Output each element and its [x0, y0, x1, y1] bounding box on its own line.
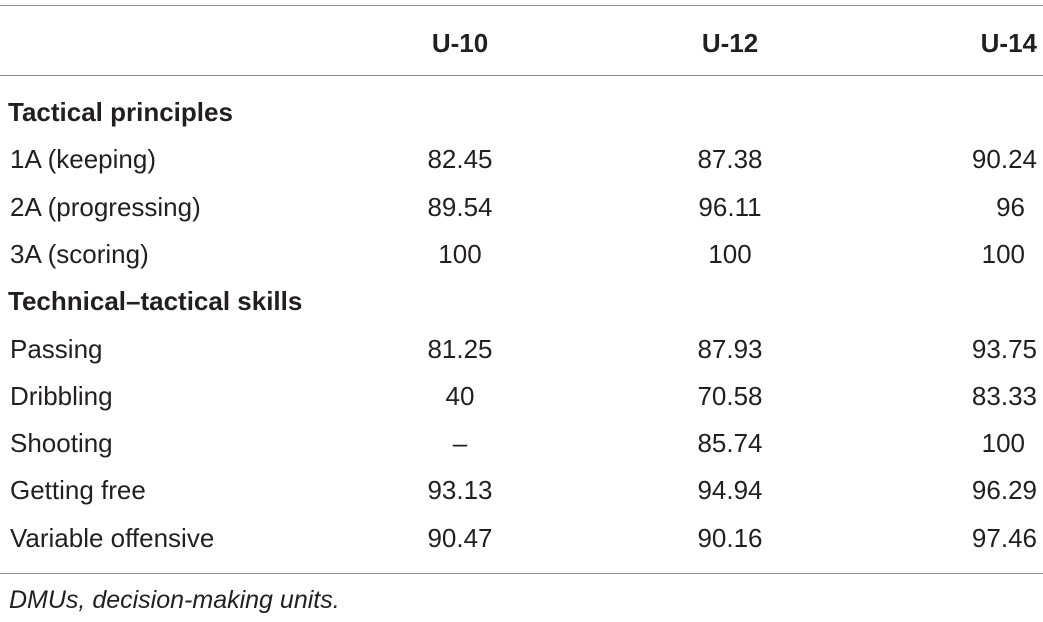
section-title: Tactical principles — [8, 97, 233, 127]
row-label: Passing — [10, 334, 103, 364]
table-row: Getting free 93.13 94.94 96.29 — [0, 467, 1043, 513]
cell-u14: 96.29 — [971, 475, 1037, 505]
row-label: Dribbling — [10, 381, 113, 411]
row-label: Getting free — [10, 475, 146, 505]
header-rule — [0, 75, 1043, 76]
table-row: Passing 81.25 87.93 93.75 — [0, 326, 1043, 372]
cell-u14: 97.46 — [971, 523, 1037, 553]
section-title-row: Technical–tactical skills — [0, 278, 1043, 324]
cell-u14: 93.75 — [971, 334, 1037, 364]
cell-u10: 93.13 — [427, 475, 493, 505]
column-header-u10: U-10 — [431, 28, 489, 58]
cell-u12: 70.58 — [697, 381, 763, 411]
table-row: 3A (scoring) 100 100 100 — [0, 231, 1043, 277]
section-title-row: Tactical principles — [0, 89, 1043, 135]
cell-u10: 89.54 — [427, 192, 493, 222]
row-label: 3A (scoring) — [10, 239, 149, 269]
cell-u12: 87.38 — [697, 144, 763, 174]
cell-u12: 87.93 — [697, 334, 763, 364]
top-rule — [0, 5, 1043, 6]
table-footnote: DMUs, decision-making units. — [9, 586, 340, 614]
column-header-u12: U-12 — [701, 28, 759, 58]
row-label: Variable offensive — [10, 523, 215, 553]
cell-u12: 96.11 — [698, 192, 762, 222]
cell-u10: 40 — [445, 381, 475, 411]
table-row: Shooting – 85.74 100 — [0, 420, 1043, 466]
row-label: 1A (keeping) — [10, 144, 156, 174]
table-row: 1A (keeping) 82.45 87.38 90.24 — [0, 136, 1043, 182]
cell-u12: 85.74 — [697, 428, 763, 458]
cell-u12: 100 — [708, 239, 752, 269]
cell-u14: 96 — [996, 192, 1025, 222]
header-row: U-10 U-12 U-14 — [0, 20, 1043, 66]
cell-u12: 90.16 — [697, 523, 763, 553]
cell-u14: 90.24 — [971, 144, 1037, 174]
cell-u10: 100 — [438, 239, 482, 269]
column-header-u14: U-14 — [980, 28, 1037, 58]
table-row: Dribbling 40 70.58 83.33 — [0, 373, 1043, 419]
cell-u14: 100 — [981, 239, 1025, 269]
table-row: Variable offensive 90.47 90.16 97.46 — [0, 515, 1043, 561]
row-label: 2A (progressing) — [10, 192, 201, 222]
cell-u10: 81.25 — [427, 334, 493, 364]
cell-u10: 90.47 — [427, 523, 493, 553]
table-row: 2A (progressing) 89.54 96.11 96 — [0, 184, 1043, 230]
bottom-rule — [0, 573, 1043, 574]
cell-u14: 100 — [981, 428, 1025, 458]
section-title: Technical–tactical skills — [8, 286, 303, 316]
row-label: Shooting — [10, 428, 113, 458]
cell-u10: – — [452, 428, 468, 458]
cell-u14: 83.33 — [971, 381, 1037, 411]
cell-u10: 82.45 — [427, 144, 493, 174]
cell-u12: 94.94 — [697, 475, 763, 505]
